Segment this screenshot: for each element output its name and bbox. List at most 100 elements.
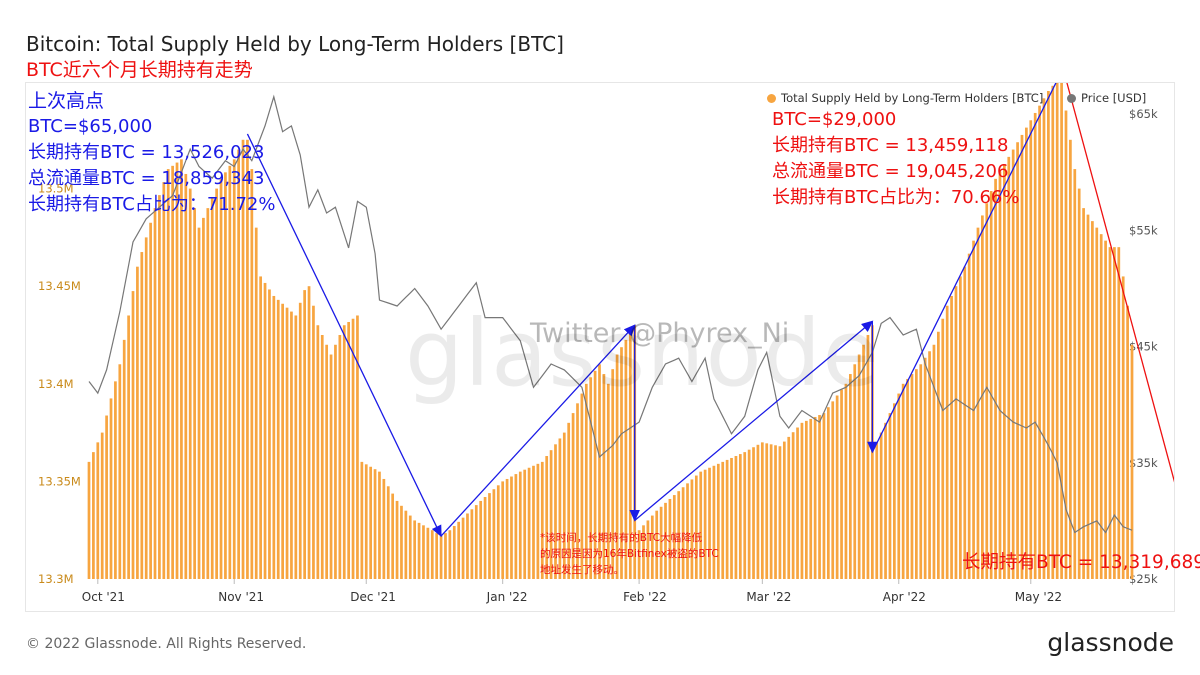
bar: [1077, 188, 1081, 579]
bar: [1113, 247, 1116, 579]
bar: [558, 438, 562, 579]
bar: [232, 159, 236, 579]
bar: [884, 422, 887, 579]
bar: [655, 510, 659, 579]
bar: [981, 215, 984, 579]
bar: [694, 475, 698, 579]
bar: [470, 509, 474, 579]
bar: [1025, 127, 1028, 579]
trend-arrow: [871, 83, 1063, 453]
legend-item-price[interactable]: Price [USD]: [1066, 91, 1146, 105]
bar: [659, 506, 663, 579]
annotation-left-line: 长期持有BTC占比为：71.72%: [28, 194, 276, 215]
bar: [1064, 110, 1068, 579]
bar: [320, 335, 324, 579]
bar: [950, 295, 953, 579]
bar: [188, 188, 192, 579]
bar: [206, 208, 210, 579]
bar: [791, 432, 795, 579]
bar: [840, 389, 843, 579]
bar: [954, 286, 958, 579]
bar: [686, 483, 689, 579]
bar: [254, 227, 258, 579]
bar: [285, 307, 289, 579]
annotation-right-line: 总流通量BTC = 19,045,206: [772, 161, 1009, 182]
bar: [906, 378, 909, 579]
bar: [584, 383, 588, 579]
annotation-note-line: 的原因是因为16年Bitfinex被盗的BTC: [540, 548, 719, 560]
bar: [87, 461, 91, 579]
bar: [312, 305, 315, 579]
bar: [1082, 208, 1085, 579]
footer-copyright: © 2022 Glassnode. All Rights Reserved.: [26, 636, 307, 652]
bar: [162, 182, 166, 579]
bar: [166, 169, 170, 579]
bar: [549, 450, 553, 579]
bar: [356, 315, 359, 579]
chart-frame: 13.3M 13.35M 13.4M 13.45M 13.5M $25k $35k $45k $…: [25, 82, 1175, 612]
bar: [690, 479, 694, 579]
bar: [1020, 134, 1024, 580]
bar: [853, 364, 857, 579]
annotation-left-line: BTC=$65,000: [28, 116, 153, 137]
bar: [703, 469, 707, 579]
annotation-note-line: 地址发生了移动。: [540, 564, 624, 576]
bar: [650, 515, 654, 579]
annotation-left-line: 总流通量BTC = 18,859,343: [28, 168, 265, 189]
bar: [804, 420, 808, 579]
bar: [800, 422, 804, 579]
bar: [747, 449, 751, 579]
bar: [461, 517, 465, 579]
bar: [276, 299, 280, 579]
x-tick-label: Apr '22: [883, 590, 926, 604]
glassnode-watermark: glassnode: [405, 300, 880, 407]
bar: [598, 364, 601, 579]
bar: [875, 442, 879, 579]
bar: [787, 436, 791, 579]
bar: [919, 364, 923, 579]
bar: [325, 344, 329, 579]
bar: [901, 383, 905, 579]
y-left-tick-label: 13.4M: [38, 377, 74, 391]
bar: [474, 505, 478, 579]
bar: [998, 171, 1002, 579]
bar: [527, 467, 531, 579]
bar: [1033, 112, 1037, 580]
bar: [730, 457, 733, 579]
bar: [492, 489, 496, 579]
bar: [483, 497, 487, 579]
bar: [237, 149, 240, 579]
bar: [778, 446, 782, 579]
bar: [171, 165, 174, 579]
trend-arrow: [634, 320, 874, 521]
bar: [915, 369, 918, 579]
legend-item-lth-supply[interactable]: Total Supply Held by Long-Term Holders […: [767, 91, 1043, 105]
chart-title: Bitcoin: Total Supply Held by Long-Term …: [26, 32, 564, 56]
bar: [963, 266, 967, 579]
legend-label-lth-supply: Total Supply Held by Long-Term Holders […: [781, 91, 1044, 105]
bar: [593, 370, 597, 579]
bar: [364, 464, 368, 579]
glassnode-logo[interactable]: glassnode: [1047, 628, 1174, 657]
bar: [272, 295, 276, 579]
bar: [937, 331, 940, 579]
bar: [373, 469, 377, 579]
bar: [576, 403, 579, 579]
y-right-tick-label: $55k: [1129, 223, 1158, 237]
bar: [210, 198, 214, 580]
bar: [316, 325, 320, 579]
bar: [122, 339, 126, 579]
bar: [567, 422, 571, 579]
annotation-right-line: BTC=$29,000: [772, 109, 897, 130]
bar: [329, 354, 333, 579]
bar: [334, 344, 337, 579]
bar: [422, 525, 425, 579]
bar: [263, 282, 267, 579]
bar: [809, 418, 813, 579]
bar: [430, 530, 434, 579]
bar: [923, 357, 927, 579]
bar: [994, 178, 997, 579]
y-right-tick-label: $35k: [1129, 456, 1158, 470]
bar: [716, 463, 720, 579]
bar: [382, 478, 386, 579]
